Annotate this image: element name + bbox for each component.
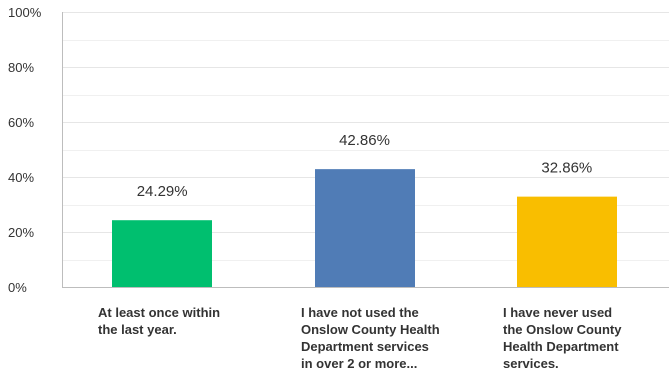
data-label: 42.86% xyxy=(339,132,390,149)
bar xyxy=(315,169,415,287)
bar xyxy=(112,220,212,287)
y-tick-label: 40% xyxy=(8,170,34,185)
x-axis: At least once within the last year. I have… xyxy=(62,287,669,371)
y-axis: 0% 20% 40% 60% 80% 100% xyxy=(8,5,63,295)
data-labels: 24.29% 42.86% 32.86% xyxy=(137,132,593,200)
y-tick-label: 60% xyxy=(8,115,34,130)
y-tick-label: 0% xyxy=(8,280,27,295)
data-label: 32.86% xyxy=(541,160,592,177)
bars xyxy=(112,169,617,287)
data-label: 24.29% xyxy=(137,183,188,200)
bar xyxy=(517,196,617,287)
category-label: I have never used the Onslow County Health… xyxy=(503,305,622,371)
category-label: I have not used the Onslow County Health D… xyxy=(301,305,440,371)
category-label: At least once within the last year. xyxy=(98,305,220,337)
y-tick-label: 80% xyxy=(8,60,34,75)
y-tick-label: 20% xyxy=(8,225,34,240)
y-tick-label: 100% xyxy=(8,5,42,20)
